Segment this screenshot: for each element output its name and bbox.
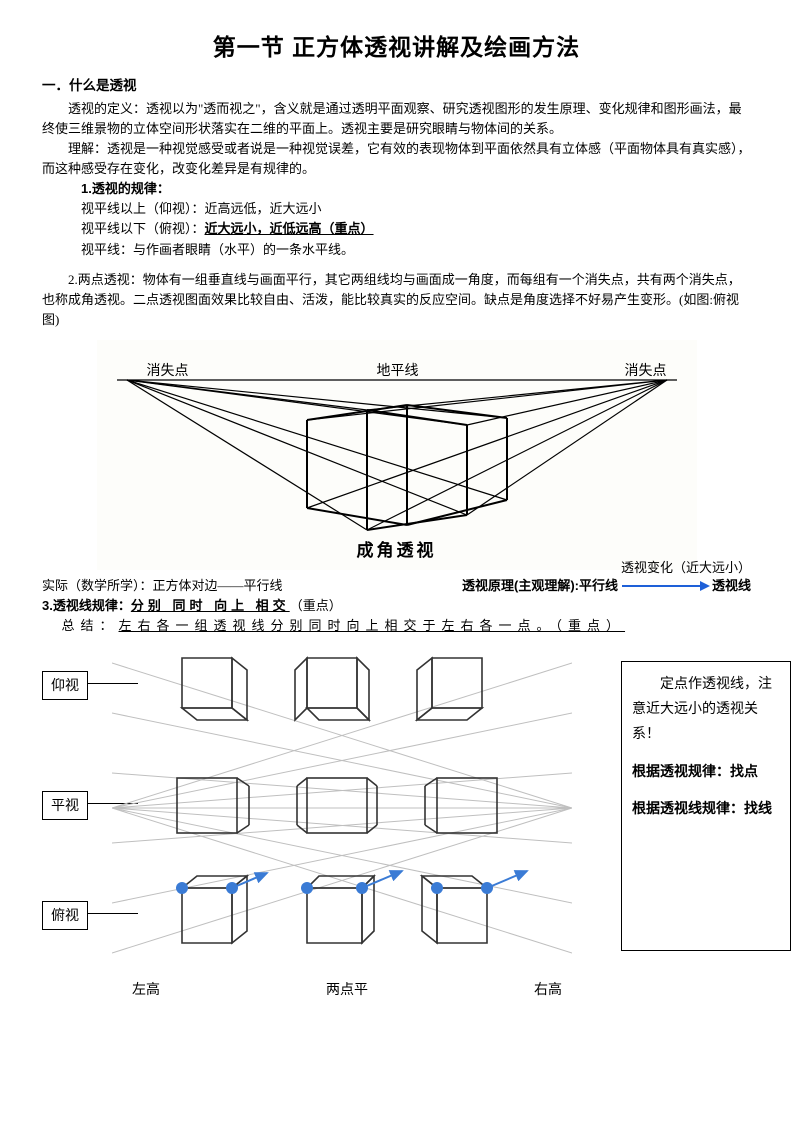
para-understanding: 理解：透视是一种视觉感受或者说是一种视觉误差，它有效的表现物体到平面依然具有立体… bbox=[42, 139, 751, 179]
rule1-b-underline: 近大远小，近低远高（重点） bbox=[205, 221, 374, 236]
rule3-u: 分别 同时 向上 相交 bbox=[131, 598, 290, 613]
rule1-head: 1.透视的规律： bbox=[42, 179, 751, 199]
summary-pre: 总结： bbox=[62, 618, 119, 633]
rule1-c: 视平线：与作画者眼睛（水平）的一条水平线。 bbox=[42, 240, 751, 260]
bottom-mid: 两点平 bbox=[326, 980, 368, 1002]
fig2-svg bbox=[112, 643, 572, 973]
fig1-caption: 成角透视 bbox=[97, 538, 697, 564]
rule3-pre: 3.透视线规律： bbox=[42, 598, 131, 613]
para-definition: 透视的定义：透视以为"透而视之"，含义就是通过透明平面观察、研究透视图形的发生原… bbox=[42, 99, 751, 139]
para-two-point: 2.两点透视：物体有一组垂直线与画面平行，其它两组线均与画面成一角度，而每组有一… bbox=[42, 270, 751, 330]
summary-u: 左右各一组透视线分别同时向上相交于左右各一点。（重点） bbox=[119, 618, 626, 633]
summary-line: 总结：左右各一组透视线分别同时向上相交于左右各一点。（重点） bbox=[42, 616, 751, 636]
mid-annotation: 透视变化（近大远小） 实际（数学所学）：正方体对边——平行线 透视原理(主观理解… bbox=[42, 576, 751, 596]
rbox-hint: 定点作透视线，注意近大远小的透视关系！ bbox=[632, 672, 780, 748]
section-1-head: 一．什么是透视 bbox=[42, 76, 751, 97]
figure-cube-grid: 仰视 平视 俯视 bbox=[42, 643, 751, 998]
rule3-post: （重点） bbox=[290, 598, 342, 613]
right-hint-box: 定点作透视线，注意近大远小的透视关系！ 根据透视规律：找点 根据透视线规律：找线 bbox=[621, 661, 791, 951]
arrow-icon bbox=[620, 579, 710, 593]
rule1-b: 视平线以下（俯视）：近大远小，近低远高（重点） bbox=[42, 219, 751, 239]
rule1-a: 视平线以上（仰视）：近高远低，近大远小 bbox=[42, 199, 751, 219]
fig1-vp-left: 消失点 bbox=[147, 360, 189, 382]
rule1-b-pre: 视平线以下（俯视）： bbox=[81, 221, 205, 236]
mid-right-a: 透视原理(主观理解):平行线 bbox=[462, 576, 618, 596]
tag-fushi: 俯视 bbox=[42, 901, 88, 931]
mid-left-text: 实际（数学所学）：正方体对边——平行线 bbox=[42, 576, 283, 596]
rule3-head: 3.透视线规律：分别 同时 向上 相交（重点） bbox=[42, 596, 751, 616]
rbox-rule-b: 根据透视线规律：找线 bbox=[632, 796, 780, 821]
tag-pingshi: 平视 bbox=[42, 791, 88, 821]
bottom-left: 左高 bbox=[132, 980, 160, 1002]
rbox-rule-a: 根据透视规律：找点 bbox=[632, 759, 780, 784]
tag-yangshi: 仰视 bbox=[42, 671, 88, 701]
mid-right-b: 透视线 bbox=[712, 576, 751, 596]
fig2-bottom-labels: 左高 两点平 右高 bbox=[132, 980, 562, 1002]
page-title: 第一节 正方体透视讲解及绘画方法 bbox=[42, 30, 751, 66]
bottom-right: 右高 bbox=[534, 980, 562, 1002]
fig1-horizon-label: 地平线 bbox=[377, 360, 419, 382]
mid-top-right: 透视变化（近大远小） bbox=[621, 558, 751, 578]
figure-two-point-perspective: 消失点 地平线 消失点 成角透视 bbox=[97, 340, 697, 570]
fig1-vp-right: 消失点 bbox=[625, 360, 667, 382]
